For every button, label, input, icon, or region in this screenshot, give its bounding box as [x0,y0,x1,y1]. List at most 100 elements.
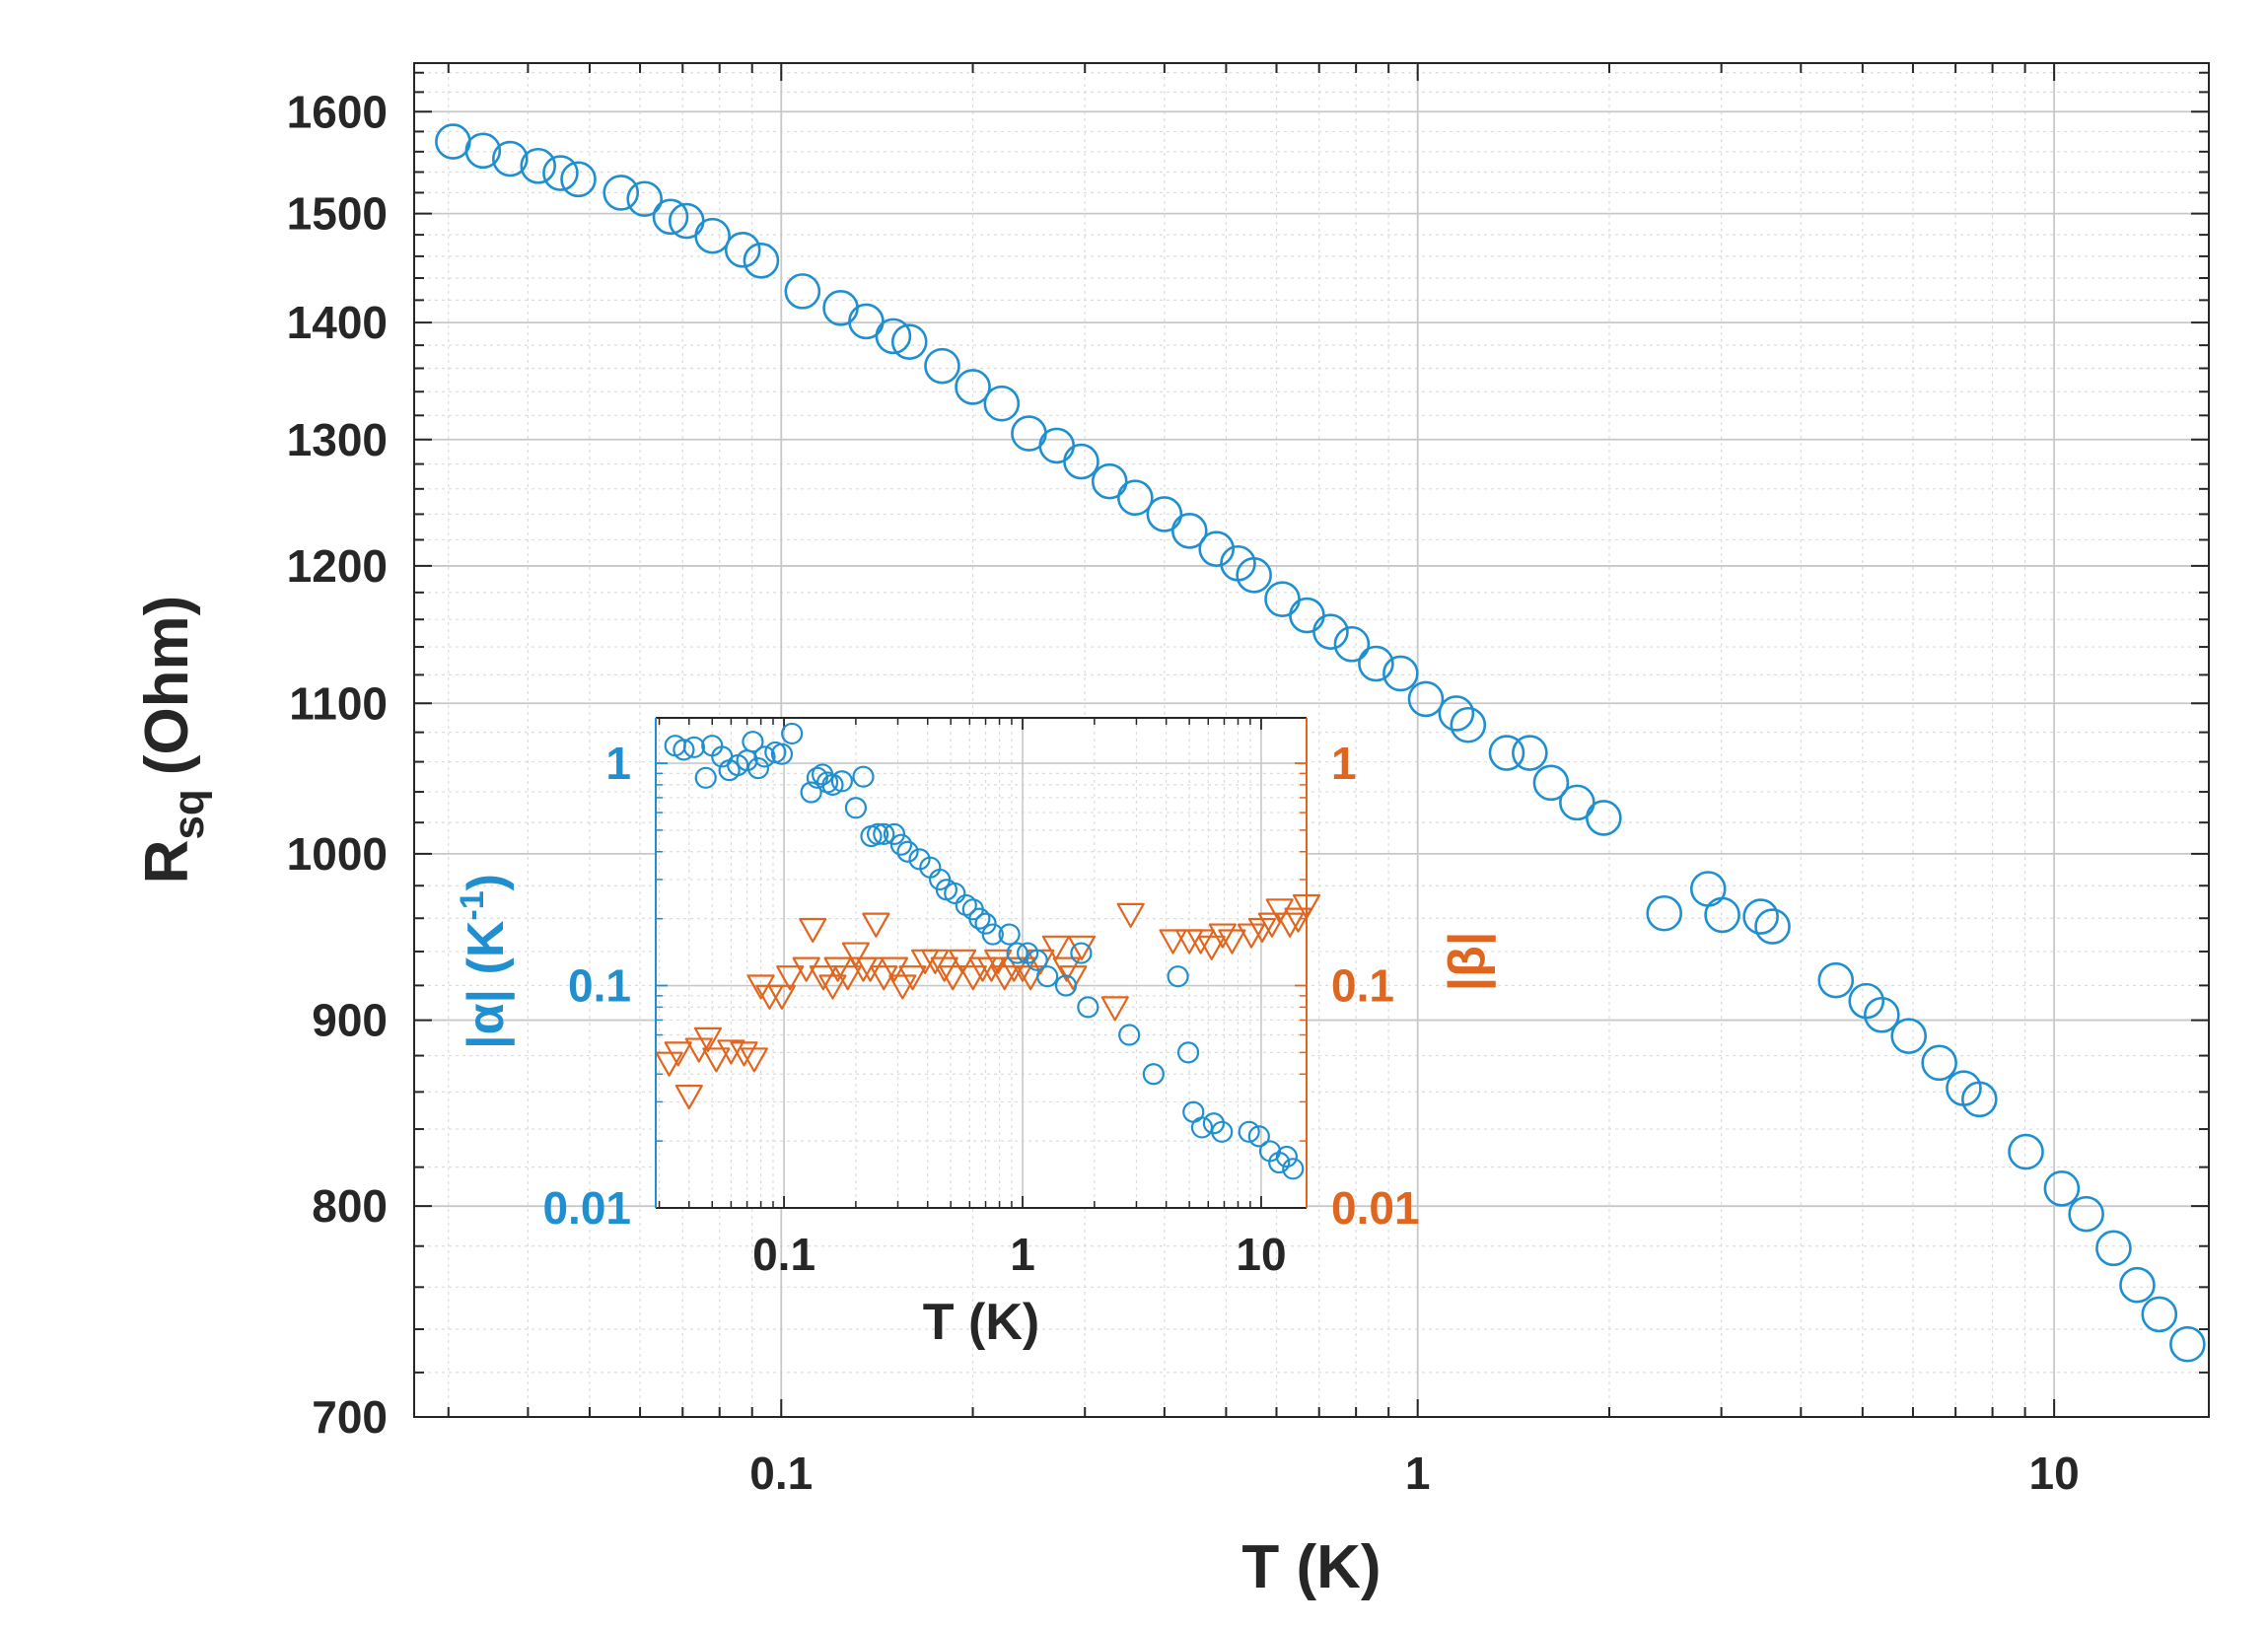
inset-right-y-tick-label: 0.01 [1331,1182,1420,1234]
main-data-point [652,198,689,236]
main-data-point [1646,894,1683,932]
inset-alpha-point [1036,965,1059,988]
main-data-point [2068,1195,2104,1233]
inset-beta-point [1059,965,1088,991]
main-data-point [2008,1133,2044,1170]
main-data-point [694,217,731,254]
main-data-point [1358,645,1394,682]
inset-left-y-axis-title-sup: -1 [454,890,491,920]
main-data-point [1236,556,1272,594]
inset-left-y-tick-label: 1 [605,738,631,789]
inset-alpha-point [742,731,764,753]
inset-alpha-point [753,745,776,768]
inset-alpha-point [1247,1125,1270,1148]
inset-beta-point [1116,902,1145,928]
inset-ticks [656,718,1307,1209]
inset-alpha-point [889,833,913,856]
inset-alpha-point [981,923,1004,946]
inset-beta-point [1008,956,1037,982]
inset-alpha-point [883,822,906,846]
main-data-point [875,318,912,355]
inset-beta-point [818,974,847,1000]
inset-left-y-tick-label: 0.1 [568,960,631,1012]
main-data-series [435,123,2206,1363]
main-y-tick-label: 1000 [287,828,388,880]
inset-left-y-axis-title-close: ) [458,874,515,890]
main-y-axis-title-symbol: R [133,840,201,884]
main-axes-box [413,62,2210,1418]
main-x-tick-label: 0.1 [749,1448,813,1499]
main-data-point [2095,1230,2132,1267]
main-data-point [1488,735,1525,771]
inset-x-tick-labels: 0.1 1 10 [752,1229,1286,1280]
main-y-tick-labels: 700 800 900 1000 1100 1200 1300 1400 1500 1600 [287,86,388,1443]
main-data-point [724,232,761,268]
inset-alpha-point [1176,1041,1200,1064]
inset-beta-point [823,956,852,982]
main-data-point [520,147,557,184]
main-data-point [1817,961,1855,999]
inset-alpha-point [974,912,997,935]
inset-alpha-point [944,882,966,905]
inset-beta-point [1208,923,1237,949]
inset-alpha-point [844,797,867,819]
main-x-tick-labels: 0.1 1 10 [749,1448,2079,1499]
inset-alpha-point [682,736,706,758]
inset-alpha-point [1142,1063,1165,1086]
inset-right-y-tick-label: 1 [1331,738,1357,789]
main-data-point [1864,996,1900,1033]
main-y-tick-label: 1600 [287,86,388,137]
main-data-point [1512,735,1548,771]
main-y-tick-label: 1300 [287,414,388,465]
inset-left-y-axis-title: |α| (K-1) [454,874,515,1049]
inset-beta-point [799,917,827,944]
main-data-point [924,347,960,385]
inset-alpha-point [1054,974,1078,997]
inset-alpha-point [1238,1120,1260,1143]
inset-beta-point [730,1041,758,1067]
main-data-point [464,132,502,170]
inset-beta-point [746,974,775,1000]
inset-beta-point [1284,907,1312,933]
main-data-point [542,155,579,191]
inset-alpha-point [830,770,853,793]
inset-beta-point [664,1041,692,1067]
inset-alpha-point [770,743,794,765]
inset-beta-point [921,949,950,974]
main-y-tick-label: 800 [312,1180,388,1232]
main-data-point [983,385,1021,422]
main-data-point [1117,479,1154,517]
inset-beta-point [841,942,870,967]
inset-beta-point [1041,935,1070,960]
main-data-point [784,273,821,310]
inset-beta-point [655,1051,683,1077]
inset-alpha-point [852,765,875,788]
inset-beta-point [990,965,1019,991]
inset-alpha-point [968,907,991,930]
main-data-point [2119,1266,2156,1304]
main-data-point [1063,443,1099,480]
main-data-point [602,175,640,211]
main-data-point [1704,896,1740,934]
main-data-point [2043,1169,2081,1207]
inset-alpha-point [1026,949,1048,971]
inset-alpha-point [781,722,804,745]
main-data-point [1586,800,1622,836]
inset-beta-point [977,956,1006,982]
main-x-axis-title: T (K) [1241,1533,1381,1601]
main-y-tick-label: 1400 [287,297,388,348]
main-data-point [2141,1296,2178,1333]
main-data-point [955,369,991,405]
inset-alpha-point [800,781,822,804]
inset-beta-point [1276,912,1305,938]
inset-plot: 0.1 1 10 0.01 0.1 1 0.01 0.1 1 T (K) |α| (K-1)… [454,717,1496,1351]
inset-beta-point [1186,929,1215,955]
inset-alpha-point [673,739,695,761]
main-data-point [1407,680,1445,718]
inset-beta-point [702,1047,731,1073]
inset-x-tick-label: 0.1 [752,1229,815,1280]
inset-alpha-point [1190,1116,1214,1139]
inset-right-y-tick-labels: 0.01 0.1 1 [1331,738,1420,1234]
inset-x-tick-label: 1 [1010,1229,1035,1280]
